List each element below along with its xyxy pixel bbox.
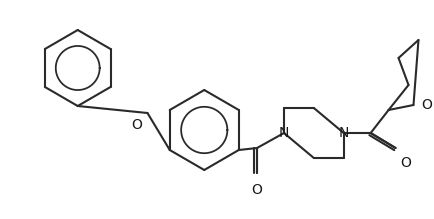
Text: O: O <box>400 156 411 170</box>
Text: O: O <box>251 183 262 197</box>
Text: N: N <box>338 126 348 140</box>
Text: O: O <box>132 118 142 132</box>
Text: N: N <box>278 126 289 140</box>
Text: O: O <box>421 98 431 112</box>
